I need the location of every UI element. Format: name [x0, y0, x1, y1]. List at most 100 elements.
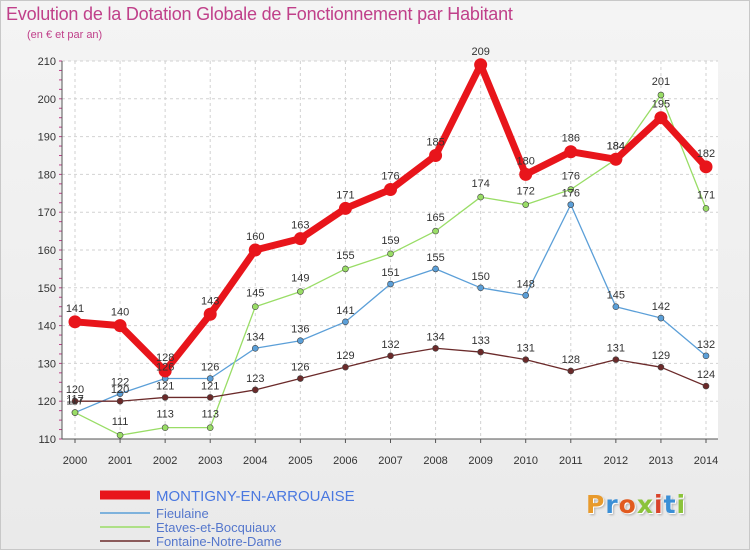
data-point — [657, 314, 665, 322]
proxiti-logo: Proxiti — [586, 490, 686, 519]
data-point — [519, 167, 533, 181]
data-point — [432, 227, 439, 235]
data-label: 185 — [426, 137, 444, 149]
data-label: 171 — [697, 189, 715, 201]
data-label: 195 — [652, 99, 670, 111]
logo-letter: i — [676, 490, 687, 519]
data-label: 141 — [66, 303, 84, 315]
x-tick-label: 2000 — [63, 455, 87, 467]
logo-letter: t — [663, 490, 677, 519]
data-point — [387, 352, 394, 360]
y-tick-label: 150 — [38, 283, 56, 295]
data-point — [342, 318, 349, 326]
data-point — [702, 352, 710, 360]
data-label: 128 — [562, 354, 580, 366]
y-tick-label: 140 — [38, 321, 56, 333]
data-point — [522, 201, 530, 208]
chart-title: Evolution de la Dotation Globale de Fonc… — [6, 4, 513, 24]
data-point — [297, 375, 304, 382]
data-label: 126 — [201, 362, 219, 374]
data-label: 133 — [471, 335, 489, 347]
data-point — [612, 303, 620, 311]
data-point — [474, 58, 488, 72]
data-label: 184 — [607, 140, 625, 152]
data-label: 124 — [697, 369, 715, 381]
x-tick-label: 2003 — [198, 455, 222, 467]
data-point — [702, 205, 710, 212]
logo-letter: r — [605, 490, 619, 519]
data-point — [71, 397, 79, 405]
data-label: 131 — [607, 343, 625, 355]
data-point — [71, 409, 79, 416]
data-label: 134 — [246, 331, 264, 343]
y-tick-label: 110 — [38, 434, 56, 446]
data-label: 111 — [112, 416, 129, 428]
data-point — [251, 303, 259, 311]
y-tick-label: 200 — [38, 94, 56, 106]
data-label: 186 — [562, 133, 580, 145]
data-point — [116, 431, 124, 439]
data-point — [477, 193, 484, 201]
x-tick-label: 2004 — [243, 455, 267, 467]
data-label: 141 — [336, 305, 354, 317]
x-tick-label: 2005 — [288, 455, 312, 467]
y-tick-label: 190 — [38, 132, 56, 144]
y-tick-label: 180 — [38, 169, 56, 181]
data-point — [567, 367, 575, 375]
logo-letter: i — [654, 490, 664, 519]
data-point — [567, 201, 575, 208]
data-label: 120 — [66, 384, 84, 396]
data-label: 142 — [652, 301, 670, 313]
data-point — [657, 363, 665, 371]
data-point — [567, 186, 575, 193]
x-tick-label: 2012 — [604, 455, 628, 467]
data-label: 121 — [201, 380, 219, 392]
data-label: 131 — [517, 343, 535, 355]
data-point — [609, 152, 623, 166]
logo-letter: o — [618, 490, 637, 519]
x-tick-label: 2013 — [649, 455, 673, 467]
y-tick-label: 210 — [38, 56, 56, 68]
data-label: 165 — [426, 212, 444, 224]
data-point — [432, 265, 439, 273]
data-label: 126 — [156, 362, 174, 374]
y-tick-label: 170 — [38, 207, 56, 219]
x-tick-label: 2002 — [153, 455, 177, 467]
data-point — [158, 364, 172, 378]
data-label: 128 — [156, 352, 174, 364]
data-point — [116, 397, 124, 405]
data-label: 155 — [336, 250, 354, 262]
data-point — [657, 91, 665, 99]
data-label: 122 — [111, 377, 129, 389]
data-label: 171 — [336, 189, 354, 201]
x-tick-label: 2011 — [559, 455, 583, 467]
data-point — [564, 145, 578, 159]
data-label: 129 — [336, 350, 354, 362]
data-point — [206, 424, 214, 431]
legend-label: Fontaine-Notre-Dame — [156, 534, 282, 549]
data-point — [297, 288, 304, 295]
legend-label: MONTIGNY-EN-ARROUAISE — [156, 488, 355, 505]
x-tick-label: 2009 — [468, 455, 492, 467]
data-point — [702, 382, 710, 390]
data-point — [251, 386, 259, 394]
data-point — [522, 292, 530, 299]
data-label: 145 — [246, 288, 264, 300]
data-label: 126 — [291, 362, 309, 374]
data-point — [68, 315, 82, 329]
data-label: 149 — [291, 273, 309, 285]
data-label: 145 — [607, 290, 625, 302]
data-label: 117 — [66, 394, 84, 406]
x-tick-label: 2006 — [333, 455, 357, 467]
data-label: 136 — [291, 324, 309, 336]
data-point — [251, 344, 259, 352]
data-label: 172 — [517, 186, 535, 198]
x-tick-label: 2007 — [378, 455, 402, 467]
logo-letter: x — [636, 490, 654, 519]
data-label: 132 — [697, 339, 715, 351]
data-label: 201 — [652, 76, 670, 88]
data-label: 159 — [381, 235, 399, 247]
y-tick-label: 120 — [38, 396, 56, 408]
data-point — [387, 250, 394, 258]
